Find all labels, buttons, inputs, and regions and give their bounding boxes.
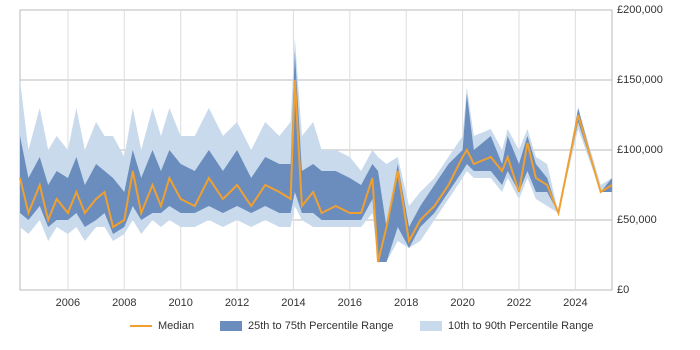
x-tick-label: 2020 xyxy=(450,297,474,309)
x-tick-label: 2022 xyxy=(507,297,531,309)
legend-label: 25th to 75th Percentile Range xyxy=(248,320,394,332)
legend-label: 10th to 90th Percentile Range xyxy=(448,320,594,332)
x-tick-label: 2006 xyxy=(56,297,80,309)
y-tick-label: £200,000 xyxy=(617,4,663,16)
x-tick-label: 2014 xyxy=(281,297,305,309)
median-line xyxy=(19,79,613,263)
x-tick-label: 2024 xyxy=(563,297,587,309)
x-tick-label: 2012 xyxy=(225,297,249,309)
y-tick-label: £50,000 xyxy=(617,214,657,226)
legend-swatch xyxy=(220,321,242,331)
legend-swatch xyxy=(420,321,442,331)
legend-label: Median xyxy=(158,320,194,332)
percentile-band xyxy=(20,52,612,262)
x-tick-label: 2010 xyxy=(168,297,192,309)
y-tick-label: £150,000 xyxy=(617,74,663,86)
y-tick-label: £0 xyxy=(617,284,629,296)
x-tick-label: 2018 xyxy=(394,297,418,309)
x-tick-label: 2016 xyxy=(338,297,362,309)
x-tick-label: 2008 xyxy=(112,297,136,309)
y-tick-label: £100,000 xyxy=(617,144,663,156)
